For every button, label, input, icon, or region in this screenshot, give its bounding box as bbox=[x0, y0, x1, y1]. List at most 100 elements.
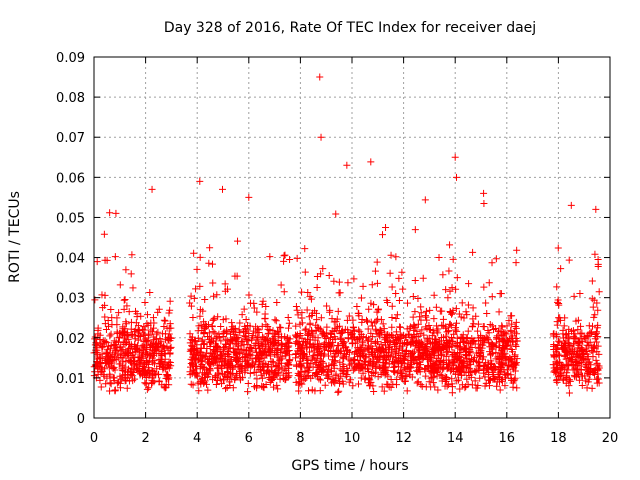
scatter-point bbox=[577, 344, 585, 352]
scatter-point bbox=[292, 378, 300, 386]
y-tick-label: 0.04 bbox=[56, 252, 85, 267]
scatter-point bbox=[398, 268, 406, 276]
scatter-point bbox=[193, 347, 201, 355]
scatter-point bbox=[209, 260, 217, 268]
scatter-point bbox=[352, 348, 360, 356]
scatter-point bbox=[568, 360, 576, 368]
scatter-point bbox=[188, 370, 196, 378]
scatter-point bbox=[392, 253, 400, 261]
scatter-point bbox=[512, 359, 520, 367]
scatter-point bbox=[364, 325, 372, 333]
scatter-point bbox=[275, 339, 283, 347]
scatter-point bbox=[359, 363, 367, 371]
scatter-point bbox=[438, 377, 446, 385]
scatter-point bbox=[128, 367, 136, 375]
scatter-point bbox=[312, 321, 320, 329]
scatter-point bbox=[372, 317, 380, 325]
scatter-point bbox=[274, 385, 282, 393]
scatter-point bbox=[511, 367, 519, 375]
scatter-point bbox=[106, 209, 114, 217]
scatter-point bbox=[470, 367, 478, 375]
scatter-point bbox=[198, 326, 206, 334]
scatter-point bbox=[164, 346, 172, 354]
scatter-point bbox=[335, 278, 343, 286]
scatter-point bbox=[423, 356, 431, 364]
scatter-point bbox=[371, 319, 379, 327]
x-tick-label: 16 bbox=[499, 431, 516, 446]
scatter-point bbox=[458, 299, 466, 307]
scatter-point bbox=[342, 353, 350, 361]
scatter-point bbox=[403, 340, 411, 348]
scatter-point bbox=[113, 321, 121, 329]
scatter-point bbox=[453, 319, 461, 327]
scatter-point bbox=[414, 294, 422, 302]
scatter-point bbox=[163, 372, 171, 380]
scatter-point bbox=[443, 328, 451, 336]
scatter-point bbox=[366, 357, 374, 365]
scatter-point bbox=[218, 380, 226, 388]
scatter-point bbox=[158, 360, 166, 368]
scatter-point bbox=[550, 341, 558, 349]
scatter-point bbox=[480, 353, 488, 361]
scatter-point bbox=[576, 366, 584, 374]
scatter-point bbox=[579, 356, 587, 364]
scatter-point bbox=[317, 376, 325, 384]
scatter-point bbox=[451, 153, 459, 161]
scatter-point bbox=[393, 336, 401, 344]
scatter-point bbox=[201, 364, 209, 372]
scatter-point bbox=[189, 361, 197, 369]
scatter-point bbox=[493, 382, 501, 390]
scatter-point bbox=[108, 357, 116, 365]
data-points bbox=[90, 73, 603, 397]
scatter-point bbox=[565, 382, 573, 390]
scatter-point bbox=[458, 358, 466, 366]
scatter-point bbox=[120, 296, 128, 304]
scatter-point bbox=[440, 364, 448, 372]
scatter-point bbox=[396, 323, 404, 331]
scatter-point bbox=[589, 322, 597, 330]
scatter-point bbox=[464, 327, 472, 335]
scatter-point bbox=[402, 372, 410, 380]
scatter-point bbox=[396, 352, 404, 360]
scatter-point bbox=[406, 371, 414, 379]
scatter-point bbox=[187, 335, 195, 343]
scatter-point bbox=[194, 379, 202, 387]
scatter-point bbox=[501, 329, 509, 337]
scatter-point bbox=[240, 346, 248, 354]
scatter-point bbox=[238, 364, 246, 372]
scatter-point bbox=[143, 320, 151, 328]
scatter-point bbox=[502, 337, 510, 345]
scatter-point bbox=[363, 318, 371, 326]
scatter-point bbox=[495, 308, 503, 316]
scatter-point bbox=[138, 353, 146, 361]
scatter-point bbox=[452, 285, 460, 293]
scatter-point bbox=[512, 318, 520, 326]
scatter-point bbox=[427, 374, 435, 382]
scatter-point bbox=[363, 365, 371, 373]
scatter-point bbox=[413, 379, 421, 387]
scatter-point bbox=[278, 365, 286, 373]
scatter-point bbox=[271, 316, 279, 324]
scatter-point bbox=[206, 361, 214, 369]
scatter-point bbox=[213, 342, 221, 350]
scatter-point bbox=[206, 244, 214, 252]
scatter-point bbox=[193, 265, 201, 273]
scatter-point bbox=[475, 343, 483, 351]
scatter-point bbox=[498, 336, 506, 344]
scatter-point bbox=[465, 280, 473, 288]
scatter-point bbox=[378, 345, 386, 353]
scatter-point bbox=[435, 254, 443, 262]
scatter-point bbox=[276, 323, 284, 331]
scatter-point bbox=[594, 375, 602, 383]
scatter-point bbox=[213, 377, 221, 385]
scatter-point bbox=[349, 339, 357, 347]
scatter-point bbox=[375, 345, 383, 353]
scatter-point bbox=[121, 327, 129, 335]
scatter-point bbox=[572, 334, 580, 342]
scatter-point bbox=[513, 330, 521, 338]
scatter-point bbox=[462, 368, 470, 376]
scatter-point bbox=[550, 352, 558, 360]
scatter-point bbox=[484, 368, 492, 376]
scatter-point bbox=[154, 328, 162, 336]
scatter-point bbox=[464, 339, 472, 347]
